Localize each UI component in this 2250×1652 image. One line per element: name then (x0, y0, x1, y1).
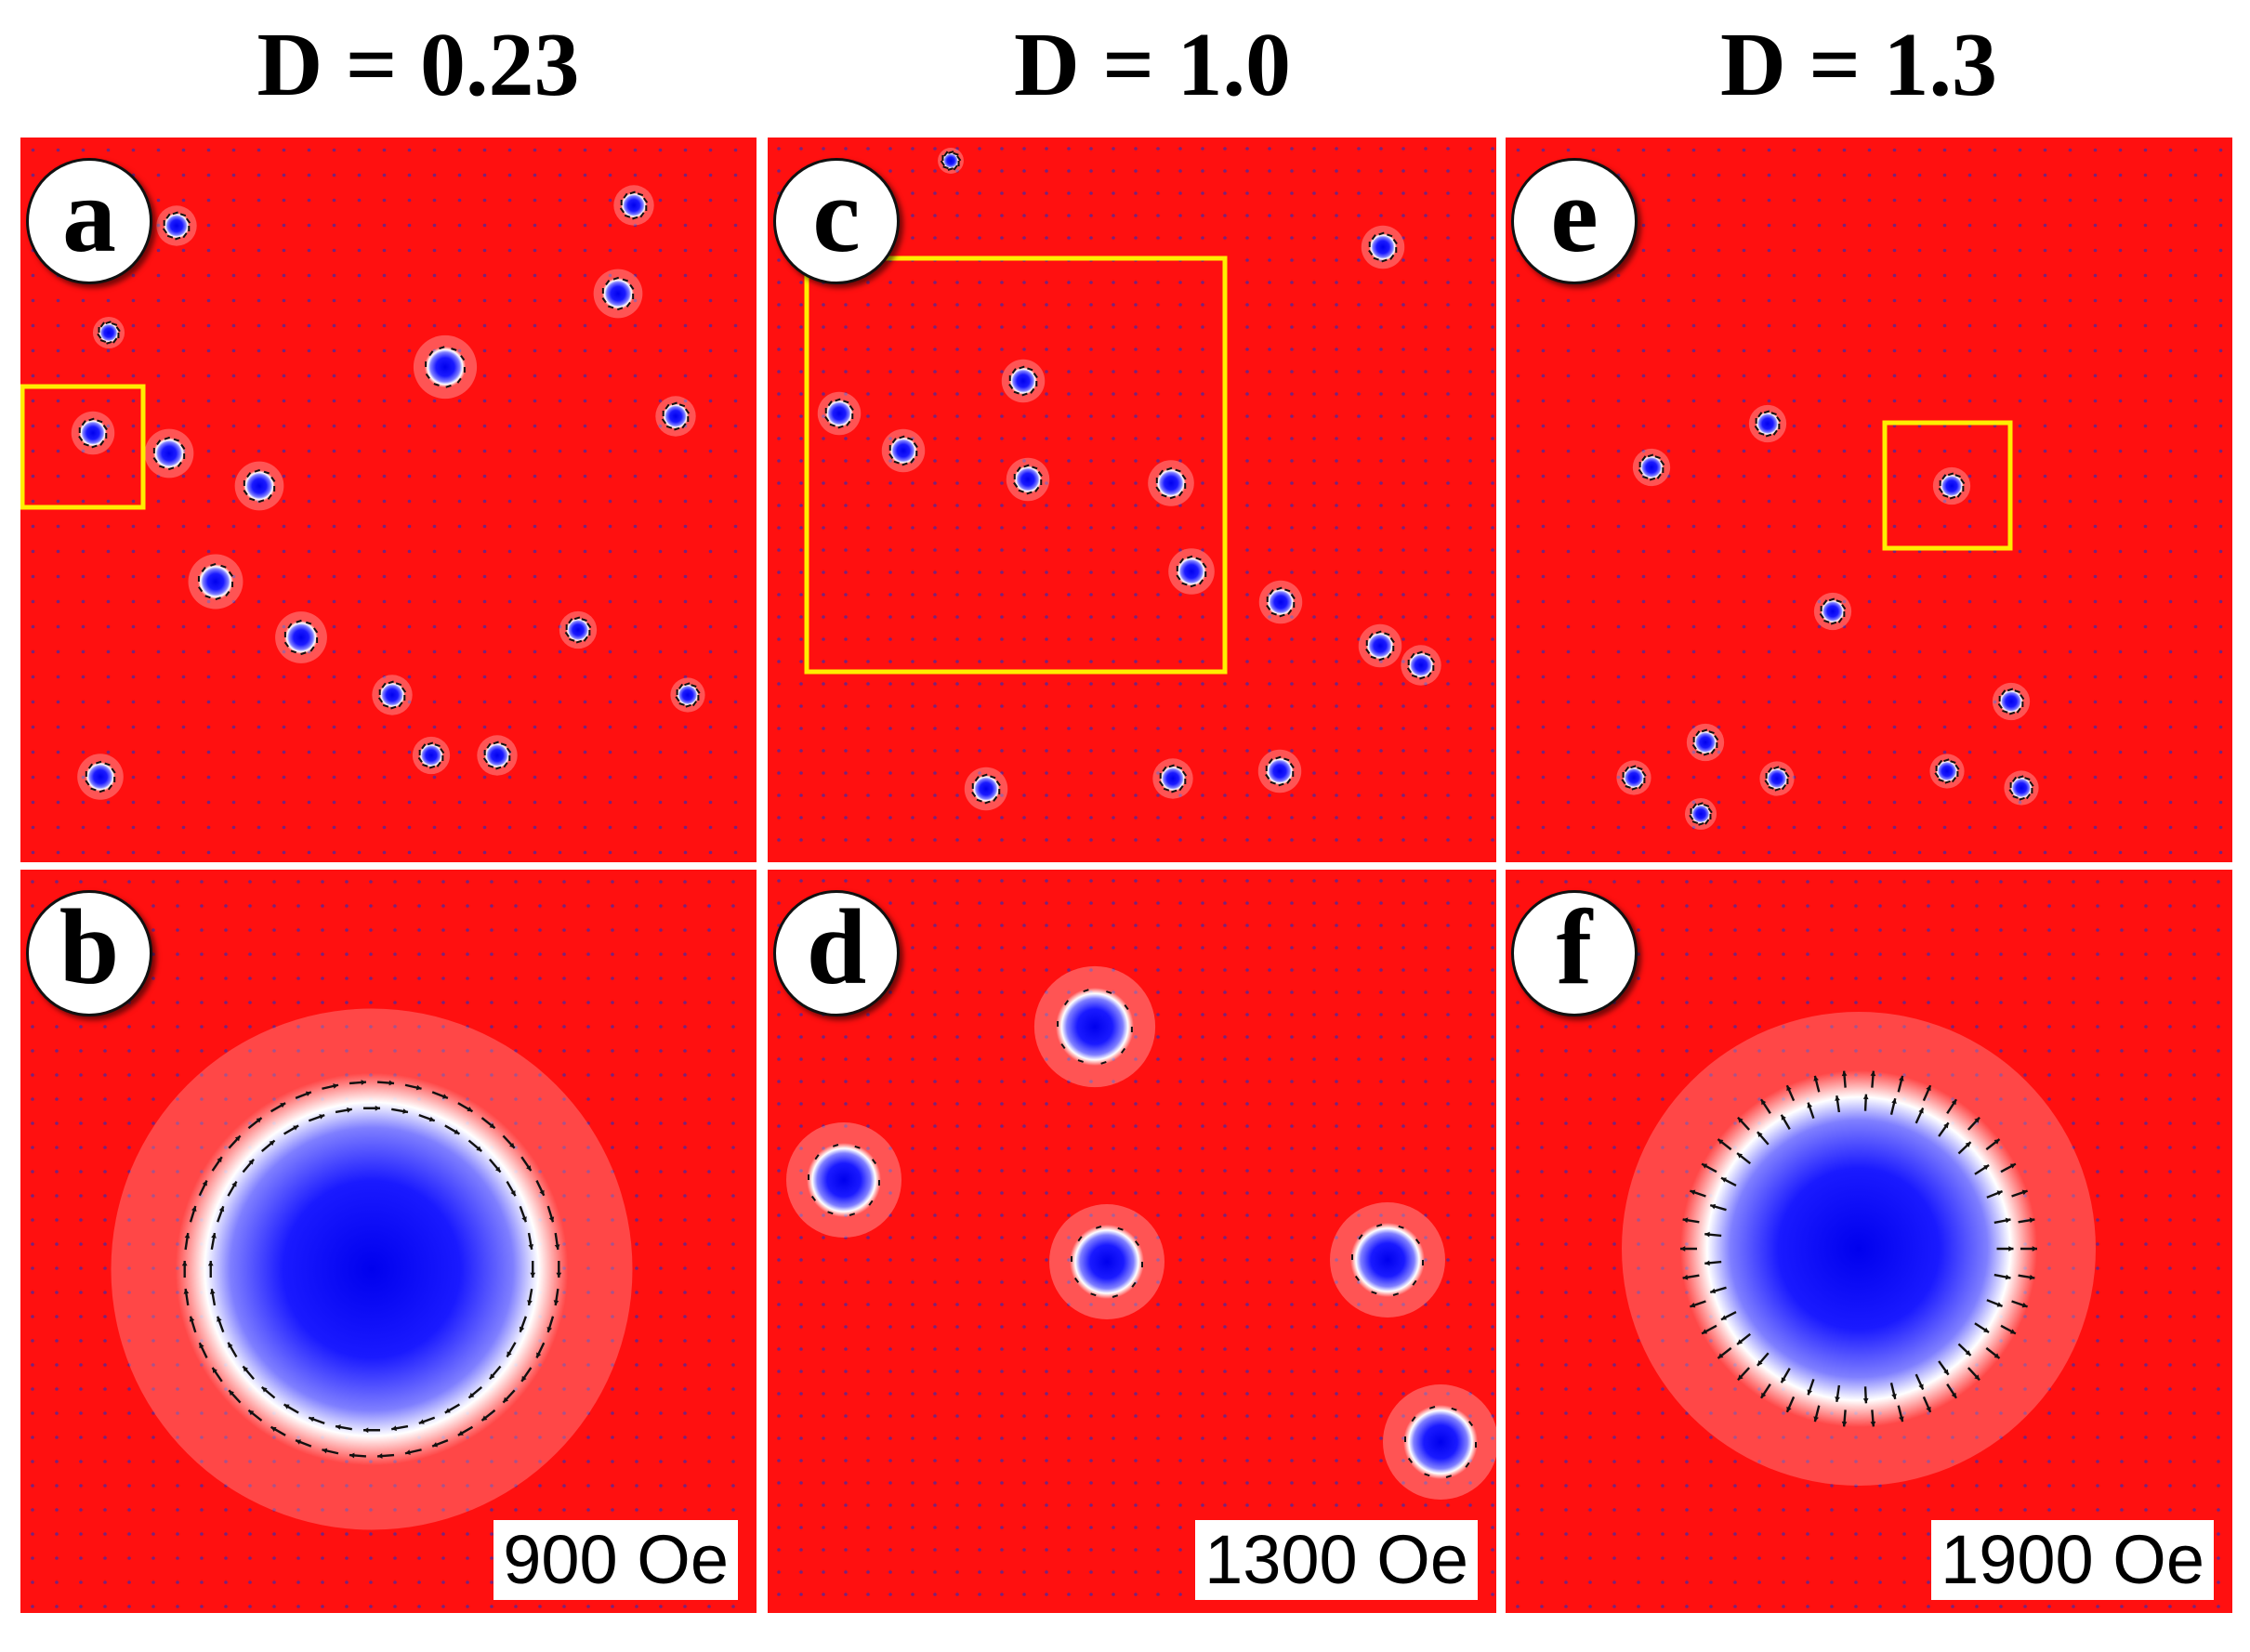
skyrmion-a-12 (559, 610, 598, 649)
panel-label-e: e (1511, 158, 1638, 284)
skyrmion-c-10 (1358, 623, 1402, 668)
panel-label-a: a (26, 158, 152, 284)
skyrmion-e-4 (1813, 592, 1852, 631)
panel-b: b 900 Oe (20, 870, 757, 1613)
panel-b-map (31, 880, 735, 1608)
skyrmion-c-1 (938, 148, 964, 174)
panel-b-spin-grid (31, 880, 735, 1608)
skyrmion-c-11 (1401, 645, 1441, 686)
highlight-box-e (1882, 420, 2013, 551)
panel-c: c (768, 138, 1496, 862)
highlight-box-c (804, 256, 1228, 675)
panel-e-spin-grid (1516, 148, 2223, 855)
skyrmion-a-15 (477, 735, 518, 776)
skyrmion-d-2 (786, 1122, 901, 1238)
skyrmion-f-zoom (1622, 1012, 2096, 1486)
skyrmion-a-10 (188, 554, 243, 610)
skyrmion-a-7 (71, 411, 115, 455)
skyrmion-a-8 (144, 428, 194, 479)
panel-label-f: f (1511, 890, 1638, 1016)
skyrmion-a-1 (156, 205, 197, 246)
panel-label-b: b (26, 890, 152, 1016)
panel-label-d: d (773, 890, 900, 1016)
skyrmion-c-3 (1001, 359, 1046, 403)
panel-d-map (777, 879, 1496, 1596)
skyrmion-e-9 (1929, 754, 1965, 789)
skyrmion-a-2 (613, 185, 654, 226)
skyrmion-c-4 (817, 391, 862, 436)
skyrmion-e-10 (1684, 797, 1717, 831)
skyrmion-b-zoom (111, 1008, 633, 1530)
panel-f-map (1516, 880, 2220, 1608)
skyrmion-b-zoom-spin-arrows (181, 1080, 562, 1459)
skyrmion-a-13 (372, 675, 413, 715)
panel-d: d 1300 Oe (768, 870, 1496, 1613)
skyrmion-c-6 (1006, 457, 1050, 502)
skyrmion-d-5 (1383, 1384, 1496, 1500)
skyrmion-e-7 (1616, 760, 1651, 795)
column-title-d-1.3: D = 1.3 (1719, 15, 1998, 115)
skyrmion-e-5 (1992, 682, 2031, 721)
skyrmion-a-17 (412, 736, 451, 775)
skyrmion-a-3 (92, 316, 125, 349)
panel-label-c: c (773, 158, 900, 284)
skyrmion-c-14 (1257, 749, 1302, 793)
skyrmion-c-2 (1361, 225, 1405, 269)
skyrmion-c-9 (1258, 580, 1303, 624)
skyrmion-d-3 (1049, 1204, 1164, 1319)
skyrmion-e-1 (1748, 404, 1787, 443)
skyrmion-c-12 (964, 767, 1008, 811)
skyrmion-c-13 (1152, 758, 1193, 799)
skyrmion-c-5 (881, 428, 926, 473)
field-label-f: 1900 Oe (1931, 1520, 2214, 1600)
skyrmion-d-1 (1033, 965, 1156, 1088)
column-title-d-1.0: D = 1.0 (1013, 15, 1292, 115)
skyrmion-c-7 (1148, 460, 1194, 506)
skyrmion-a-9 (234, 461, 284, 511)
skyrmion-a-6 (655, 396, 696, 437)
skyrmion-c-8 (1168, 548, 1215, 595)
highlight-box-a (20, 384, 146, 510)
field-label-b: 900 Oe (493, 1520, 738, 1600)
panel-a: a (20, 138, 757, 862)
skyrmion-d-4 (1330, 1202, 1445, 1318)
panel-c-spin-grid (777, 147, 1494, 842)
skyrmion-e-11 (2004, 770, 2039, 806)
column-title-d-0.23: D = 0.23 (257, 15, 580, 115)
skyrmion-f-zoom-spin-arrows (1680, 1070, 2037, 1427)
panel-e: e (1506, 138, 2232, 862)
skyrmion-a-16 (77, 754, 124, 800)
skyrmion-e-8 (1759, 761, 1795, 796)
panel-a-map (20, 148, 738, 855)
skyrmion-a-4 (593, 269, 643, 319)
skyrmion-a-11 (275, 611, 327, 663)
skyrmion-e-3 (1932, 466, 1971, 505)
panel-f: f 1900 Oe (1506, 870, 2232, 1613)
skyrmion-e-6 (1686, 723, 1725, 762)
skyrmion-a-5 (413, 334, 478, 400)
panel-e-map (1516, 148, 2223, 855)
skyrmion-e-2 (1632, 448, 1671, 487)
skyrmion-a-14 (670, 677, 705, 713)
panel-c-map (777, 147, 1494, 842)
field-label-d: 1300 Oe (1195, 1520, 1478, 1600)
